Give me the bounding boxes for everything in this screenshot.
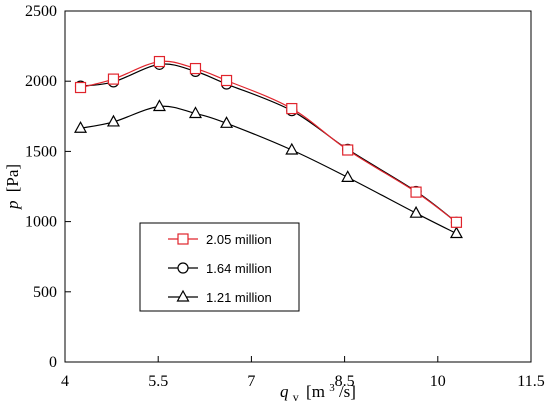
x-tick-label: 11.5: [517, 373, 544, 390]
x-axis-title-unit: [m: [306, 382, 325, 401]
legend-marker: [177, 233, 189, 245]
x-axis-title-unit-sup: 3: [329, 382, 335, 394]
legend-label: 2.05 million: [206, 232, 272, 247]
legend-label: 1.21 million: [206, 290, 272, 305]
data-point: [285, 142, 299, 155]
x-tick-label: 10: [430, 373, 446, 390]
legend-box: [139, 222, 300, 312]
x-tick-label: 8.5: [335, 373, 355, 390]
series-line: [80, 60, 457, 223]
y-tick-label: 1500: [25, 143, 57, 160]
y-tick-label: 2000: [25, 73, 57, 90]
y-axis-ticks: 0 500 1000 1500 2000 2500: [25, 3, 71, 371]
legend-item: 1.64 million: [168, 261, 272, 276]
data-point: [220, 74, 233, 87]
x-tick-label: 7: [247, 373, 255, 390]
series-square: [74, 55, 463, 228]
data-point: [188, 106, 202, 119]
data-point: [286, 102, 298, 115]
legend-items: 2.05 million 1.64 million 1.21 million: [168, 232, 272, 305]
y-tick-label: 0: [49, 354, 57, 371]
data-point: [152, 99, 166, 112]
data-point: [153, 55, 166, 68]
data-point: [106, 114, 120, 127]
data-point: [450, 216, 463, 228]
x-axis-title-unit-rest: /s]: [339, 382, 356, 401]
y-axis-title-unit: [Pa]: [3, 164, 22, 192]
series-triangle: [74, 99, 463, 239]
x-tick-label: 5.5: [148, 373, 168, 390]
y-tick-label: 1000: [25, 214, 57, 231]
y-tick-label: 2500: [25, 3, 57, 20]
plot-frame: [64, 10, 532, 363]
x-tick-label: 4: [61, 373, 69, 390]
data-point: [189, 62, 202, 75]
x-axis-title: q v [m 3 /s]: [280, 376, 356, 405]
data-point: [341, 170, 355, 182]
legend-item: 2.05 million: [168, 232, 272, 247]
data-point: [410, 186, 422, 198]
series-line: [80, 105, 457, 235]
legend: 2.05 million 1.64 million 1.21 million: [139, 222, 300, 312]
data-point: [342, 144, 354, 156]
x-axis-ticks: 4 5.5 7 8.5 10 11.5: [61, 356, 545, 390]
legend-item: 1.21 million: [168, 289, 272, 305]
series-layer: [74, 55, 463, 239]
data-point: [74, 81, 87, 94]
data-point: [107, 73, 120, 85]
data-point: [449, 226, 463, 239]
data-point: [74, 120, 88, 133]
legend-label: 1.64 million: [206, 261, 272, 276]
legend-marker: [177, 262, 189, 274]
plot-area: 0 500 1000 1500 2000 2500 4 5.5 7 8.5 10 11.5: [25, 3, 545, 390]
series-circle: [74, 58, 463, 228]
y-tick-label: 500: [33, 284, 57, 301]
x-axis-title-main: q: [280, 382, 289, 401]
y-axis-title-main: p: [3, 201, 22, 211]
data-point: [409, 205, 423, 218]
data-point: [220, 116, 234, 128]
x-axis-title-sub: v: [293, 390, 299, 404]
y-axis-title: p [Pa]: [3, 164, 22, 210]
legend-marker: [176, 289, 190, 302]
series-line: [80, 63, 457, 223]
